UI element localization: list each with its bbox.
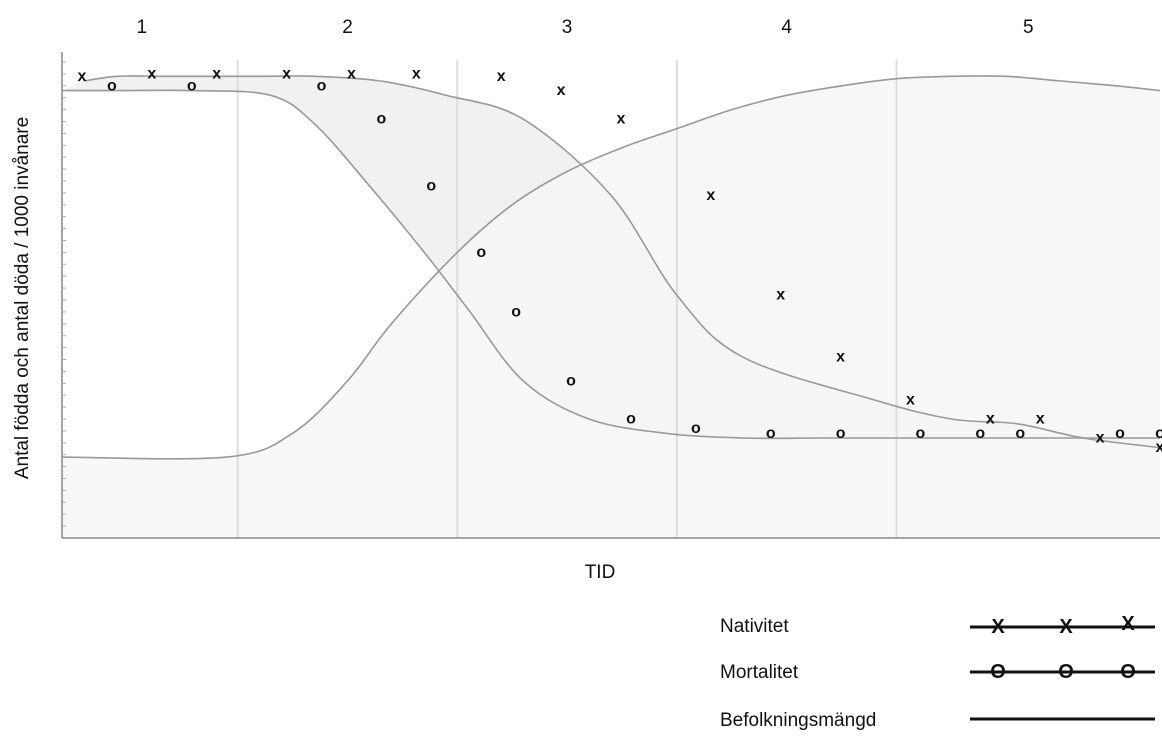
stage-labels: 1 2 3 4 5	[137, 17, 1034, 38]
legend-marker-nativitet-3: X	[1121, 613, 1135, 635]
nativitet-marker-9: x	[617, 111, 626, 128]
mortalitet-marker-9: o	[626, 411, 636, 428]
nativitet-marker-13: x	[906, 391, 915, 408]
mortalitet-marker-6: o	[476, 244, 486, 261]
mortalitet-marker-4: o	[377, 111, 387, 128]
nativitet-marker-1: x	[78, 68, 87, 85]
series-line-mortalitet	[62, 89, 1160, 440]
mortalitet-marker-17: o	[1155, 425, 1162, 442]
mortalitet-marker-8: o	[566, 372, 576, 389]
series-line-befolkning	[61, 75, 1161, 460]
legend-marker-mortalitet-1: O	[990, 661, 1006, 683]
nativitet-marker-7: x	[497, 68, 506, 85]
legend-marker-mortalitet-2: O	[1058, 661, 1074, 683]
nativitet-marker-8: x	[557, 82, 566, 99]
legend-marker-mortalitet-3: O	[1120, 661, 1136, 683]
legend-label-befolkning: Befolkningsmängd	[720, 710, 876, 731]
nativitet-marker-3: x	[212, 65, 221, 82]
legend-marker-nativitet-1: X	[991, 616, 1005, 638]
nativitet-marker-5: x	[347, 65, 356, 82]
nativitet-marker-6: x	[412, 65, 421, 82]
nativitet-marker-16: x	[1096, 430, 1105, 447]
nativitet-marker-2: x	[147, 65, 156, 82]
nativitet-marker-15: x	[1036, 411, 1045, 428]
stage-label-2: 2	[342, 17, 353, 38]
stage-label-3: 3	[562, 17, 573, 38]
mortalitet-marker-1: o	[107, 77, 117, 94]
mortalitet-marker-5: o	[426, 177, 436, 194]
mortalitet-marker-15: o	[1015, 425, 1025, 442]
mortalitet-marker-10: o	[691, 420, 701, 437]
shaded-area-population	[62, 75, 1160, 538]
legend-label-mortalitet: Mortalitet	[720, 662, 799, 683]
mortalitet-marker-3: o	[317, 77, 327, 94]
mortalitet-marker-12: o	[836, 425, 846, 442]
y-axis-title: Antal födda och antal döda / 1000 invåna…	[12, 117, 33, 479]
mortalitet-marker-14: o	[975, 425, 985, 442]
mortalitet-marker-13: o	[916, 425, 926, 442]
legend: Nativitet X X X Mortalitet O O O Befolkn…	[720, 613, 1155, 731]
nativitet-marker-17: x	[1156, 439, 1162, 456]
legend-marker-nativitet-2: X	[1059, 616, 1073, 638]
x-axis-title: TID	[585, 562, 616, 583]
stage-label-4: 4	[781, 17, 792, 38]
nativitet-marker-11: x	[776, 287, 785, 304]
series-line-nativitet	[83, 75, 1161, 449]
nativitet-marker-14: x	[986, 411, 995, 428]
stage-label-1: 1	[137, 17, 148, 38]
nativitet-marker-10: x	[706, 187, 715, 204]
mortalitet-marker-16: o	[1115, 425, 1125, 442]
nativitet-marker-12: x	[836, 349, 845, 366]
nativitet-marker-4: x	[282, 65, 291, 82]
mortalitet-marker-7: o	[511, 303, 521, 320]
mortalitet-marker-11: o	[766, 425, 776, 442]
mortalitet-marker-2: o	[187, 77, 197, 94]
stage-label-5: 5	[1023, 17, 1034, 38]
legend-label-nativitet: Nativitet	[720, 616, 789, 637]
